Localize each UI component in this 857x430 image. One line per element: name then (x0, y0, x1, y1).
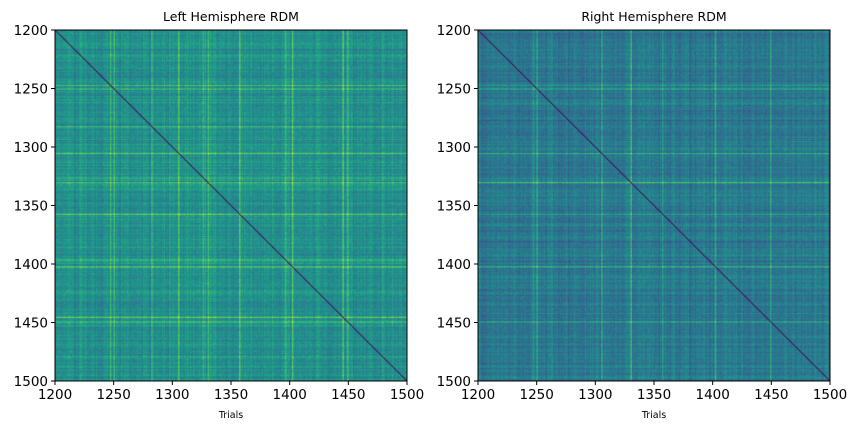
y-tick-label: 1400 (437, 257, 471, 273)
left-x-axis-label: Trials (218, 410, 243, 421)
y-tick-label: 1200 (14, 23, 48, 39)
right-x-axis: 1200 1250 1300 1350 1400 1450 1500 (461, 381, 847, 403)
x-tick-label: 1450 (754, 387, 788, 403)
right-chart-title: Right Hemisphere RDM (581, 9, 726, 24)
x-tick-label: 1500 (390, 387, 424, 403)
x-tick-label: 1400 (272, 387, 306, 403)
x-tick-label: 1200 (38, 387, 72, 403)
right-heatmap-image (478, 30, 830, 381)
x-tick-label: 1400 (695, 387, 729, 403)
right-rdm-panel: Right Hemisphere RDM 1200 1250 1300 1350 140… (437, 9, 848, 421)
x-tick-label: 1250 (96, 387, 130, 403)
y-tick-label: 1200 (437, 23, 471, 39)
right-y-axis: 1200 1250 1300 1350 1400 1450 1500 (437, 23, 478, 390)
y-tick-label: 1250 (14, 82, 48, 98)
x-tick-label: 1450 (331, 387, 365, 403)
y-tick-label: 1300 (14, 140, 48, 156)
x-tick-label: 1300 (155, 387, 189, 403)
x-tick-label: 1250 (519, 387, 553, 403)
left-rdm-panel: Left Hemisphere RDM 1200 1250 1300 1350 1400… (14, 9, 425, 421)
y-tick-label: 1350 (437, 199, 471, 215)
x-tick-label: 1350 (214, 387, 248, 403)
y-tick-label: 1300 (437, 140, 471, 156)
right-x-axis-label: Trials (641, 410, 666, 421)
y-tick-label: 1450 (437, 316, 471, 332)
y-tick-label: 1350 (14, 199, 48, 215)
x-tick-label: 1200 (461, 387, 495, 403)
left-y-axis: 1200 1250 1300 1350 1400 1450 1500 (14, 23, 55, 390)
x-tick-label: 1500 (813, 387, 847, 403)
left-x-axis: 1200 1250 1300 1350 1400 1450 1500 (38, 381, 424, 403)
y-tick-label: 1500 (437, 374, 471, 390)
x-tick-label: 1350 (637, 387, 671, 403)
y-tick-label: 1500 (14, 374, 48, 390)
y-tick-label: 1400 (14, 257, 48, 273)
left-heatmap-image (55, 30, 407, 381)
left-chart-title: Left Hemisphere RDM (163, 9, 299, 24)
x-tick-label: 1300 (578, 387, 612, 403)
y-tick-label: 1450 (14, 316, 48, 332)
y-tick-label: 1250 (437, 82, 471, 98)
